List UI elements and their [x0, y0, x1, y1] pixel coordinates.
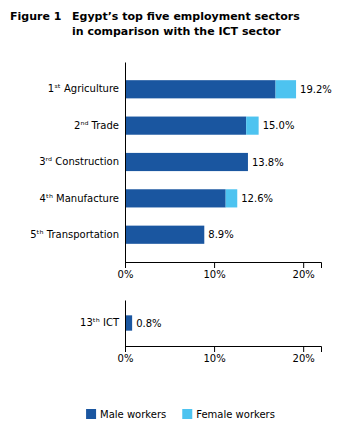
x-tick: 0%: [118, 262, 134, 280]
tick-label: 1ˢᵗ Agriculture: [48, 83, 119, 94]
legend-swatch: [86, 409, 96, 419]
chart-0: 19.2% 15.0% 13.8% 12.6% 8.9% 0% 10% 20% 1ˢᵗ Agri…: [30, 63, 332, 281]
axis-line: [126, 263, 322, 269]
legend-label: Female workers: [196, 409, 275, 420]
data-label: 19.2%: [300, 84, 332, 95]
tick-mark: [303, 346, 304, 352]
legend-item: Male workers: [86, 409, 166, 420]
y-axis: 1ˢᵗ Agriculture 2ⁿᵈ Trade 3ʳᵈ Construction…: [30, 63, 125, 263]
tick-mark: [125, 346, 126, 352]
data-label: 0.8%: [136, 318, 161, 329]
y-axis: 13ᵗʰ ICT: [80, 301, 125, 347]
x-axis: 0% 10% 20%: [118, 262, 322, 280]
y-tick: 13ᵗʰ ICT: [80, 317, 125, 328]
data-label: 15.0%: [263, 120, 295, 131]
bar: [246, 117, 258, 135]
data-label: 12.6%: [241, 193, 273, 204]
tick-label: 0%: [118, 269, 134, 280]
bar: [125, 189, 226, 207]
y-tick: 5ᵗʰ Transportation: [30, 229, 125, 240]
tick-mark: [214, 346, 215, 352]
tick-mark: [125, 262, 126, 268]
data-labels: 19.2% 15.0% 13.8% 12.6% 8.9%: [208, 84, 332, 240]
tick-label: 20%: [293, 269, 315, 280]
tick-label: 2ⁿᵈ Trade: [74, 120, 119, 131]
annotation: Figure 1: [10, 10, 61, 23]
tick-label: 5ᵗʰ Transportation: [30, 229, 119, 240]
chart-1: 0.8% 0% 10% 20% 13ᵗʰ ICT: [80, 301, 321, 365]
chart-root: Figure 1 Egypt’s top five employment sect…: [0, 0, 361, 438]
axis-line: [125, 301, 126, 347]
legend-swatch: [182, 409, 192, 419]
bars: [125, 80, 296, 244]
y-tick: 1ˢᵗ Agriculture: [48, 83, 125, 94]
x-tick: 10%: [203, 346, 225, 364]
data-labels: 0.8%: [136, 318, 161, 329]
tick-label: 10%: [203, 353, 225, 364]
data-label: 8.9%: [208, 229, 233, 240]
tick-label: 13ᵗʰ ICT: [80, 317, 120, 328]
title-line: Egypt’s top five employment sectors: [72, 10, 300, 23]
bar: [125, 226, 204, 244]
tick-label: 20%: [293, 353, 315, 364]
x-tick: 20%: [293, 262, 315, 280]
bar: [125, 315, 132, 330]
bar: [125, 153, 248, 171]
x-axis: 0% 10% 20%: [118, 346, 322, 364]
tick-label: 4ᵗʰ Manufacture: [40, 193, 119, 204]
y-tick: 3ʳᵈ Construction: [39, 156, 125, 167]
bar: [247, 153, 248, 171]
legend-item: Female workers: [182, 409, 275, 420]
bar: [226, 189, 238, 207]
bar: [204, 226, 205, 244]
y-tick: 2ⁿᵈ Trade: [74, 120, 125, 131]
legend: Male workers Female workers: [86, 409, 275, 420]
x-tick: 10%: [203, 262, 225, 280]
tick-mark: [214, 262, 215, 268]
tick-label: 0%: [118, 353, 134, 364]
x-tick: 20%: [293, 346, 315, 364]
title: Egypt’s top five employment sectors in co…: [72, 10, 300, 38]
y-tick: 4ᵗʰ Manufacture: [40, 193, 125, 204]
title-line: in comparison with the ICT sector: [72, 25, 281, 38]
legend-label: Male workers: [100, 409, 166, 420]
axis-line: [126, 347, 322, 353]
x-tick: 0%: [118, 346, 134, 364]
data-label: 13.8%: [252, 157, 284, 168]
axis-line: [125, 63, 126, 263]
tick-label: 10%: [203, 269, 225, 280]
tick-mark: [303, 262, 304, 268]
tick-label: 3ʳᵈ Construction: [39, 156, 119, 167]
bar: [125, 80, 276, 98]
bars: [125, 315, 132, 330]
bar: [125, 117, 246, 135]
bar: [276, 80, 296, 98]
